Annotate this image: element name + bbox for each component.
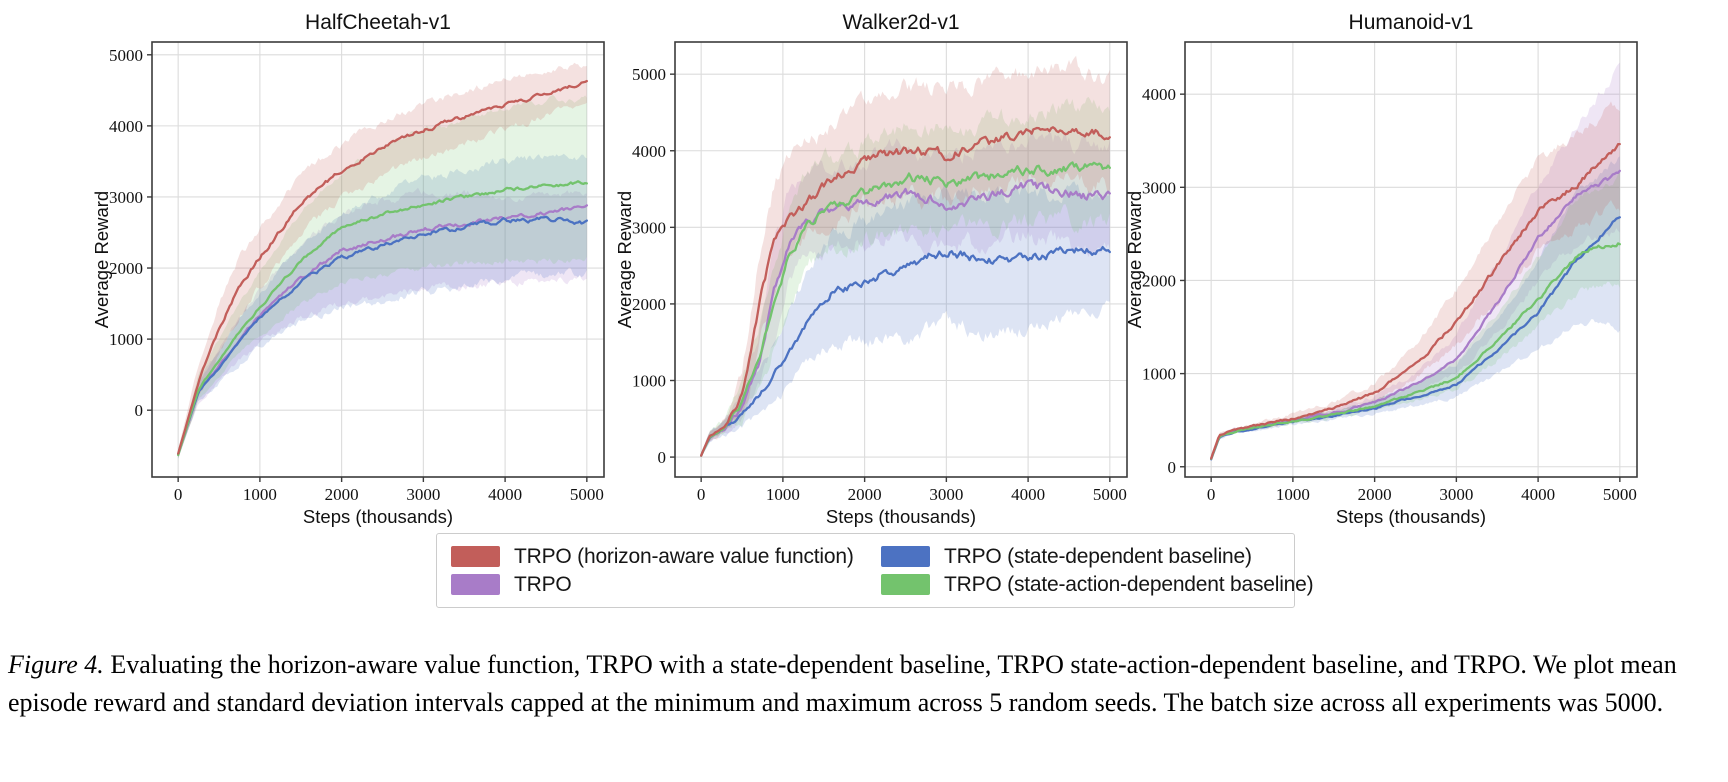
x-tick-label: 3000 (929, 485, 963, 504)
series-lines (1210, 142, 1621, 461)
trpo-state-action-dependent-band (701, 96, 1110, 458)
caption-label: Figure 4. (8, 650, 104, 679)
x-tick-label: 0 (1207, 485, 1216, 504)
legend-label: TRPO (state-dependent baseline) (944, 545, 1252, 568)
x-tick-label: 4000 (1521, 485, 1555, 504)
gridlines (152, 42, 604, 477)
trpo-state-action-dependent-line (700, 161, 1111, 457)
y-tick-label: 3000 (632, 218, 666, 237)
y-tick-label: 0 (658, 448, 667, 467)
chart-title: HalfCheetah-v1 (305, 11, 451, 34)
x-tick-label: 2000 (1358, 485, 1392, 504)
x-tick-label: 3000 (1439, 485, 1473, 504)
series-lines (177, 79, 588, 457)
trpo-state-action-dependent-line (177, 180, 588, 457)
y-tick-label: 5000 (632, 65, 666, 84)
gridlines (1185, 42, 1637, 477)
x-tick-label: 5000 (570, 485, 604, 504)
trpo-swatch (451, 574, 500, 595)
confidence-bands (701, 55, 1110, 458)
legend-item-trpo-horizon-aware: TRPO (horizon-aware value function) (451, 546, 881, 567)
legend-item-trpo-state-dependent: TRPO (state-dependent baseline) (881, 546, 1313, 567)
y-tick-label: 1000 (632, 372, 666, 391)
figure-caption: Figure 4. Evaluating the horizon-aware v… (8, 646, 1722, 722)
chart-humanoid: 0 1000 2000 3000 4000 5000 0 1000 2000 3000 4000 Hu… (1125, 11, 1638, 527)
x-tick-label: 5000 (1603, 485, 1637, 504)
trpo-state-dependent-line (177, 215, 588, 456)
chart-title: Walker2d-v1 (842, 11, 959, 34)
legend-label: TRPO (514, 573, 572, 596)
trpo-horizon-aware-line (1210, 142, 1621, 460)
confidence-bands (178, 62, 587, 460)
x-tick-label: 4000 (488, 485, 522, 504)
y-tick-label: 1000 (109, 330, 143, 349)
y-tick-label: 2000 (632, 295, 666, 314)
trpo-line (177, 204, 588, 456)
x-tick-label: 0 (697, 485, 706, 504)
tick-labels: 0 1000 2000 3000 4000 5000 0 1000 2000 3000 4000 (1142, 85, 1637, 504)
y-tick-label: 4000 (1142, 85, 1176, 104)
x-tick-label: 1000 (243, 485, 277, 504)
y-tick-label: 4000 (632, 142, 666, 161)
chart-walker2d: 0 1000 2000 3000 4000 5000 0 1000 2000 3000 4000 50… (615, 11, 1128, 527)
plot-border (674, 41, 1128, 478)
trpo-state-dependent-swatch (881, 546, 930, 567)
trpo-state-action-dependent-band (1211, 172, 1620, 460)
y-tick-label: 1000 (1142, 365, 1176, 384)
trpo-band (1211, 62, 1620, 460)
trpo-horizon-aware-line (177, 79, 588, 455)
x-axis-label: Steps (thousands) (303, 506, 453, 527)
x-axis-label: Steps (thousands) (1336, 506, 1486, 527)
x-tick-label: 3000 (406, 485, 440, 504)
y-tick-label: 0 (135, 401, 144, 420)
y-axis-label: Average Reward (1125, 191, 1145, 328)
y-axis-label: Average Reward (92, 191, 112, 328)
trpo-band (701, 128, 1110, 458)
plot-border (1184, 41, 1638, 478)
y-axis-label: Average Reward (615, 191, 635, 328)
plot-border (151, 41, 605, 478)
y-tick-label: 2000 (109, 259, 143, 278)
y-tick-label: 5000 (109, 46, 143, 65)
x-tick-label: 5000 (1093, 485, 1127, 504)
trpo-state-dependent-line (700, 245, 1111, 457)
legend-label: TRPO (horizon-aware value function) (514, 545, 854, 568)
series-lines (700, 126, 1111, 457)
trpo-horizon-aware-line (700, 126, 1111, 457)
x-tick-label: 1000 (766, 485, 800, 504)
confidence-bands (1211, 62, 1620, 461)
x-tick-label: 1000 (1276, 485, 1310, 504)
trpo-state-action-dependent-band (178, 95, 587, 460)
x-tick-label: 0 (174, 485, 183, 504)
trpo-state-action-dependent-swatch (881, 574, 930, 595)
x-axis-label: Steps (thousands) (826, 506, 976, 527)
trpo-state-dependent-band (178, 153, 587, 459)
x-tick-label: 2000 (848, 485, 882, 504)
y-tick-label: 3000 (109, 188, 143, 207)
legend-item-trpo: TRPO (451, 574, 881, 595)
trpo-state-dependent-band (701, 181, 1110, 458)
x-tick-label: 2000 (325, 485, 359, 504)
trpo-state-action-dependent-line (1210, 242, 1621, 460)
tick-labels: 0 1000 2000 3000 4000 5000 0 1000 2000 3000 4000 50… (109, 46, 604, 504)
trpo-horizon-aware-band (701, 55, 1110, 458)
trpo-horizon-aware-band (1211, 101, 1620, 460)
legend-label: TRPO (state-action-dependent baseline) (944, 573, 1314, 596)
y-tick-label: 4000 (109, 117, 143, 136)
chart-halfcheetah: 0 1000 2000 3000 4000 5000 0 1000 2000 3000 4000 50… (92, 11, 605, 527)
chart-legend: TRPO (horizon-aware value function) TRPO … (436, 533, 1314, 608)
caption-text: Evaluating the horizon-aware value funct… (8, 650, 1677, 717)
y-tick-label: 0 (1168, 458, 1177, 477)
chart-title: Humanoid-v1 (1349, 11, 1474, 34)
y-tick-label: 3000 (1142, 178, 1176, 197)
legend-item-trpo-state-action-dependent: TRPO (state-action-dependent baseline) (881, 573, 1314, 596)
trpo-band (178, 187, 587, 459)
trpo-line (700, 178, 1111, 457)
y-tick-label: 2000 (1142, 271, 1176, 290)
trpo-horizon-aware-swatch (451, 546, 500, 567)
tick-labels: 0 1000 2000 3000 4000 5000 0 1000 2000 3000 4000 50… (632, 65, 1127, 504)
x-tick-label: 4000 (1011, 485, 1045, 504)
